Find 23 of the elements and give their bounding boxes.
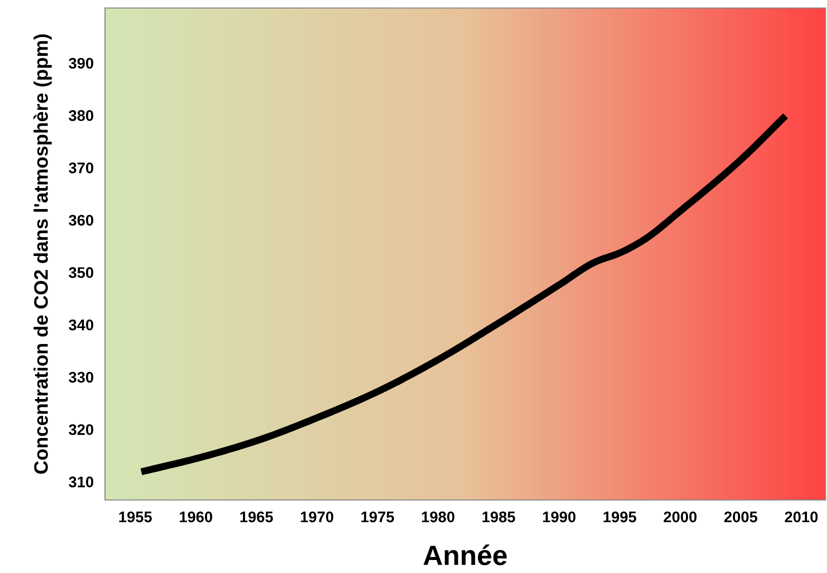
x-tick-label: 1955 [119, 512, 152, 522]
x-tick-label: 2010 [784, 512, 818, 522]
y-axis-title: Concentration de CO2 dans l'atmosphère (ppm) [33, 34, 52, 474]
x-tick-label: 1965 [240, 512, 273, 522]
y-tick-label: 340 [68, 320, 94, 330]
y-tick-label: 330 [68, 372, 94, 383]
y-tick-label: 320 [68, 424, 94, 436]
y-tick-label: 350 [68, 267, 94, 278]
x-tick-label: 2000 [664, 512, 697, 522]
x-tick-label: 1980 [422, 512, 454, 522]
x-tick-label: 1995 [604, 512, 636, 522]
x-axis-title: Année [424, 544, 507, 566]
y-tick-label: 310 [68, 476, 94, 488]
x-tick-label: 1975 [361, 512, 394, 522]
y-tick-label: 360 [68, 214, 94, 226]
y-tick-label: 380 [68, 110, 94, 122]
x-tick-label: 1970 [300, 512, 334, 522]
x-tick-label: 1985 [482, 512, 516, 522]
y-tick-label: 370 [68, 162, 94, 174]
x-tick-label: 1960 [180, 512, 212, 522]
x-tick-label: 1990 [543, 512, 576, 522]
x-tick-label: 2005 [724, 512, 758, 522]
y-tick-label: 390 [68, 58, 94, 69]
